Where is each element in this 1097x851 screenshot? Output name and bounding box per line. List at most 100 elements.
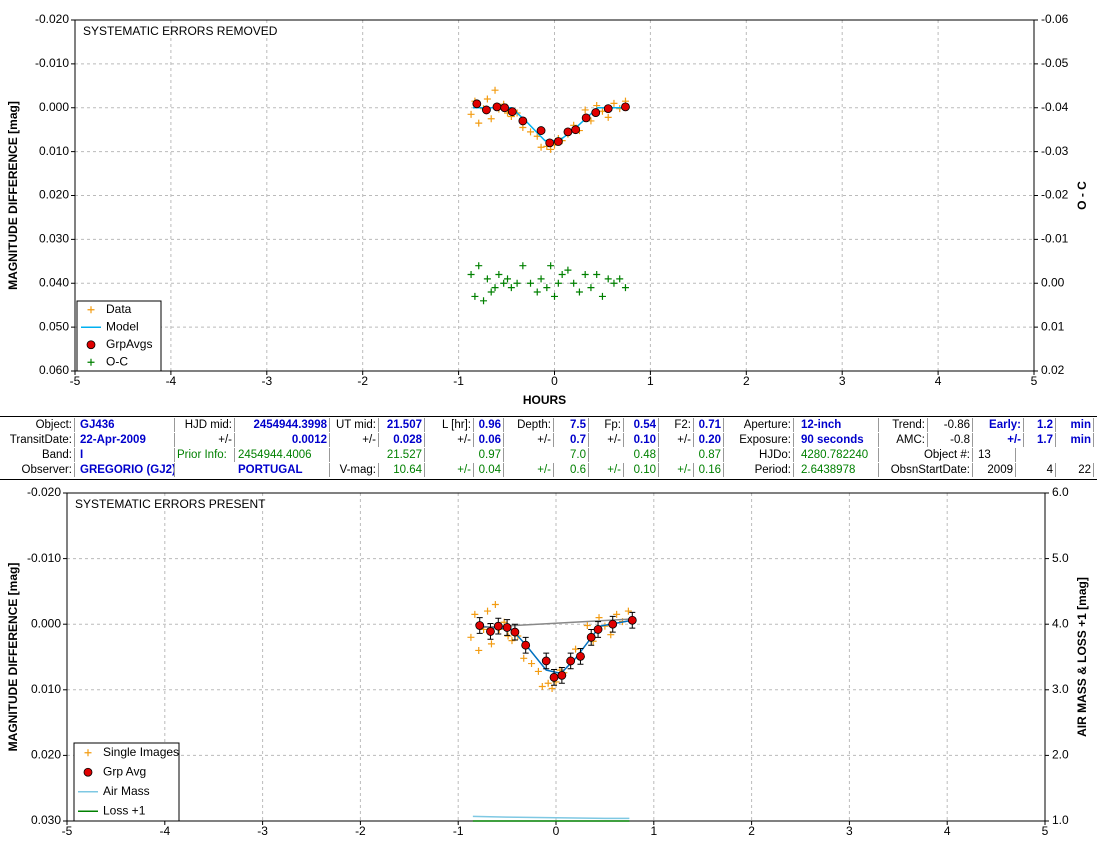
data-point <box>483 275 491 283</box>
table-cell: L [hr]: <box>426 418 474 432</box>
group-average <box>571 125 580 135</box>
table-cell: HJD mid: <box>175 418 235 432</box>
x-tick-label: -2 <box>357 374 368 388</box>
y2-tick-label: 4.0 <box>1052 616 1069 630</box>
group-average <box>608 619 618 629</box>
y2-tick-label: 0.00 <box>1041 275 1065 289</box>
table-cell: GREGORIO (GJ2) <box>80 463 175 477</box>
table-cell: I <box>78 448 175 462</box>
table-cell: 0.0012 <box>236 433 330 447</box>
table-cell: 0.10 <box>626 433 659 447</box>
y2-tick-label: -0.04 <box>1041 100 1069 114</box>
x-tick-label: 4 <box>935 374 942 388</box>
data-point <box>467 633 475 641</box>
y2-tick-label: 0.02 <box>1041 363 1065 377</box>
y-axis-label: MAGNITUDE DIFFERENCE [mag] <box>6 101 20 290</box>
table-cell: Depth: <box>506 418 554 432</box>
data-point <box>575 288 583 296</box>
data-point <box>558 270 566 278</box>
x-tick-label: -4 <box>166 374 177 388</box>
legend-symbol <box>86 340 96 350</box>
data-point <box>621 284 629 292</box>
data-point <box>547 262 555 270</box>
table-cell: Fp: <box>591 418 624 432</box>
table-cell: 0.97 <box>476 448 504 462</box>
table-cell: HJDo: <box>726 448 794 462</box>
table-cell: 0.20 <box>696 433 724 447</box>
data-point <box>504 632 512 640</box>
x-tick-label: -5 <box>62 824 73 838</box>
legend-label: GrpAvgs <box>106 337 152 351</box>
table-cell: ObsnStartDate: <box>880 463 973 477</box>
data-point <box>564 266 572 274</box>
table-cell: 2454944.4006 <box>236 448 330 462</box>
data-point <box>548 684 556 692</box>
table-cell: Trend: <box>880 418 928 432</box>
table-cell: PORTUGAL <box>236 463 330 477</box>
group-average <box>621 102 630 112</box>
y-tick-label: 0.030 <box>31 813 61 827</box>
table-cell: +/- <box>506 433 554 447</box>
data-point <box>534 667 542 675</box>
data-point <box>491 601 499 609</box>
legend-symbol <box>87 358 95 366</box>
data-point <box>572 645 580 653</box>
y2-axis-label: AIR MASS & LOSS +1 [mag] <box>1075 577 1089 737</box>
table-cell: 22 <box>1058 463 1094 477</box>
group-average <box>482 105 491 115</box>
data-point <box>570 279 578 287</box>
table-cell: 0.16 <box>696 463 724 477</box>
group-average <box>627 615 637 625</box>
plot-border <box>74 19 1035 372</box>
legend-symbol <box>84 749 92 757</box>
group-average <box>510 627 520 637</box>
x-tick-label: 5 <box>1031 374 1038 388</box>
data-point <box>538 683 546 691</box>
group-average <box>475 621 485 630</box>
y2-tick-label: 3.0 <box>1052 682 1069 696</box>
table-cell: +/- <box>331 433 379 447</box>
y-tick-label: 0.010 <box>39 144 69 158</box>
table-cell: +/- <box>426 463 474 477</box>
table-cell: GJ436 <box>78 418 175 432</box>
table-cell: Exposure: <box>726 433 794 447</box>
data-point <box>519 262 527 270</box>
x-tick-label: 3 <box>846 824 853 838</box>
group-average <box>557 670 567 680</box>
y-tick-label: 0.020 <box>39 188 69 202</box>
data-point <box>527 279 535 287</box>
x-tick-label: 3 <box>839 374 846 388</box>
series-line <box>472 815 630 820</box>
table-cell: Prior Info: <box>175 448 235 462</box>
data-point <box>537 143 545 151</box>
group-average <box>603 104 613 114</box>
table-cell: +/- <box>976 433 1024 447</box>
group-average <box>472 99 482 109</box>
y-tick-label: 0.040 <box>39 275 69 289</box>
data-point <box>581 270 589 278</box>
data-point <box>616 275 624 283</box>
group-average <box>586 632 596 642</box>
group-average <box>591 108 601 117</box>
group-average <box>502 623 512 632</box>
data-point <box>508 637 516 645</box>
data-point <box>528 660 536 668</box>
group-average <box>566 656 576 666</box>
table-cell: Band: <box>0 448 75 462</box>
table-cell: F2: <box>661 418 694 432</box>
data-point <box>544 679 552 687</box>
table-cell: 0.96 <box>476 418 504 432</box>
x-axis-label: HOURS <box>523 393 566 407</box>
data-point <box>593 270 601 278</box>
group-average <box>492 102 502 112</box>
y-tick-label: 0.030 <box>39 232 69 246</box>
data-point <box>554 279 562 287</box>
y2-tick-label: -0.03 <box>1041 144 1069 158</box>
y-axis-label: MAGNITUDE DIFFERENCE [mag] <box>6 563 20 752</box>
data-point <box>491 86 499 94</box>
group-average <box>500 103 510 113</box>
group-average <box>553 137 563 146</box>
data-point <box>495 270 503 278</box>
